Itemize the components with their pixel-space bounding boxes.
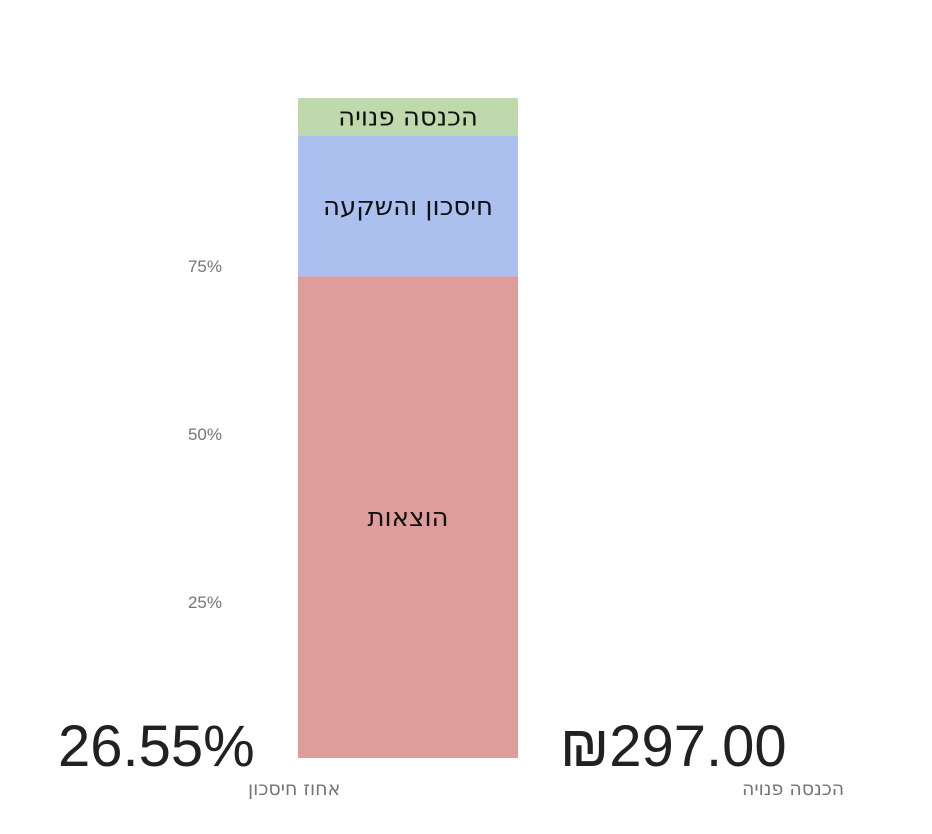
bar-segment-label: הכנסה פנויה [338, 103, 478, 133]
disposable-income-label: הכנסה פנויה [742, 778, 845, 800]
bar-segment [298, 276, 518, 758]
bar-segment [298, 98, 518, 136]
savings-rate-label: אחוז חיסכון [248, 778, 341, 800]
bar-segment [298, 135, 518, 277]
y-tick-label: 75% [188, 257, 222, 276]
segment-labels: הוצאות חיסכון והשקעה הכנסה פנויה [323, 103, 493, 534]
bar-segment-label: הוצאות [367, 503, 448, 533]
stacked-bar [298, 98, 518, 758]
bar-segment-label: חיסכון והשקעה [323, 192, 493, 222]
disposable-income-value: ₪297.00 [560, 714, 787, 779]
y-tick-label: 25% [188, 593, 222, 612]
y-axis-ticks: 25% 50% 75% [188, 257, 222, 612]
savings-rate-value: 26.55% [58, 714, 255, 779]
y-tick-label: 50% [188, 425, 222, 444]
